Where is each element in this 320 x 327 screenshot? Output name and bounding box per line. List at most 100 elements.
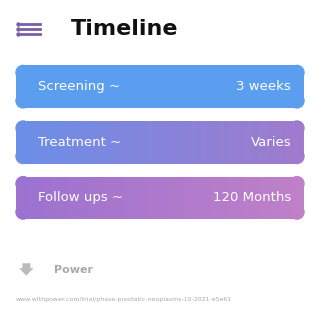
- Bar: [146, 121, 147, 164]
- Bar: [178, 65, 180, 108]
- Bar: [228, 121, 229, 164]
- Bar: [124, 65, 126, 108]
- Bar: [25, 121, 26, 164]
- Bar: [167, 177, 168, 219]
- Bar: [237, 65, 238, 108]
- Bar: [96, 177, 97, 219]
- Bar: [16, 65, 23, 73]
- Bar: [214, 121, 215, 164]
- Bar: [68, 121, 69, 164]
- Bar: [202, 65, 204, 108]
- Bar: [241, 177, 242, 219]
- Bar: [230, 121, 231, 164]
- Bar: [64, 121, 65, 164]
- Bar: [118, 65, 119, 108]
- Bar: [166, 121, 167, 164]
- Bar: [199, 121, 201, 164]
- Bar: [230, 65, 231, 108]
- Bar: [34, 65, 36, 108]
- Bar: [157, 177, 158, 219]
- Bar: [222, 121, 224, 164]
- Bar: [24, 121, 25, 164]
- Bar: [24, 177, 25, 219]
- Bar: [127, 121, 129, 164]
- Bar: [274, 121, 276, 164]
- Bar: [199, 177, 201, 219]
- Bar: [280, 121, 281, 164]
- Bar: [76, 65, 78, 108]
- Bar: [55, 177, 57, 219]
- Bar: [153, 177, 155, 219]
- Bar: [94, 65, 95, 108]
- Bar: [135, 121, 136, 164]
- Bar: [125, 65, 127, 108]
- Bar: [44, 121, 45, 164]
- Bar: [221, 177, 223, 219]
- Bar: [48, 65, 49, 108]
- Text: Treatment ~: Treatment ~: [38, 136, 122, 149]
- Bar: [138, 177, 139, 219]
- Bar: [43, 177, 44, 219]
- Bar: [18, 65, 19, 108]
- Bar: [100, 177, 102, 219]
- Bar: [250, 121, 252, 164]
- Bar: [152, 121, 154, 164]
- Bar: [190, 177, 191, 219]
- Bar: [62, 121, 63, 164]
- Bar: [42, 65, 43, 108]
- Bar: [244, 177, 245, 219]
- Bar: [112, 121, 113, 164]
- Bar: [207, 65, 208, 108]
- Bar: [76, 177, 78, 219]
- Bar: [133, 65, 134, 108]
- Bar: [236, 121, 237, 164]
- Bar: [234, 177, 235, 219]
- Bar: [292, 121, 293, 164]
- Bar: [211, 177, 212, 219]
- Circle shape: [290, 94, 304, 108]
- Bar: [297, 101, 304, 108]
- Bar: [85, 121, 86, 164]
- Bar: [47, 65, 48, 108]
- Bar: [62, 177, 63, 219]
- Bar: [28, 177, 30, 219]
- Bar: [249, 121, 251, 164]
- Bar: [191, 121, 192, 164]
- Bar: [24, 65, 25, 108]
- Bar: [68, 65, 69, 108]
- Bar: [171, 65, 172, 108]
- Bar: [253, 177, 254, 219]
- Bar: [175, 121, 177, 164]
- Bar: [293, 65, 295, 108]
- Bar: [86, 65, 87, 108]
- Bar: [266, 177, 267, 219]
- Bar: [222, 65, 224, 108]
- Polygon shape: [19, 263, 34, 276]
- Bar: [268, 65, 269, 108]
- Bar: [225, 65, 227, 108]
- Bar: [59, 121, 60, 164]
- Bar: [255, 121, 256, 164]
- Bar: [209, 177, 210, 219]
- Bar: [94, 121, 95, 164]
- Bar: [109, 65, 110, 108]
- Bar: [162, 177, 163, 219]
- Bar: [148, 177, 150, 219]
- Bar: [275, 121, 276, 164]
- Bar: [77, 177, 79, 219]
- Bar: [203, 121, 204, 164]
- Bar: [124, 177, 125, 219]
- Bar: [231, 177, 232, 219]
- Bar: [145, 121, 146, 164]
- Bar: [47, 121, 48, 164]
- Bar: [143, 65, 144, 108]
- Bar: [266, 121, 267, 164]
- Bar: [70, 177, 71, 219]
- Bar: [86, 121, 87, 164]
- Bar: [262, 177, 263, 219]
- Bar: [96, 121, 97, 164]
- Bar: [284, 65, 285, 108]
- Bar: [189, 65, 190, 108]
- Bar: [210, 177, 211, 219]
- Bar: [194, 65, 195, 108]
